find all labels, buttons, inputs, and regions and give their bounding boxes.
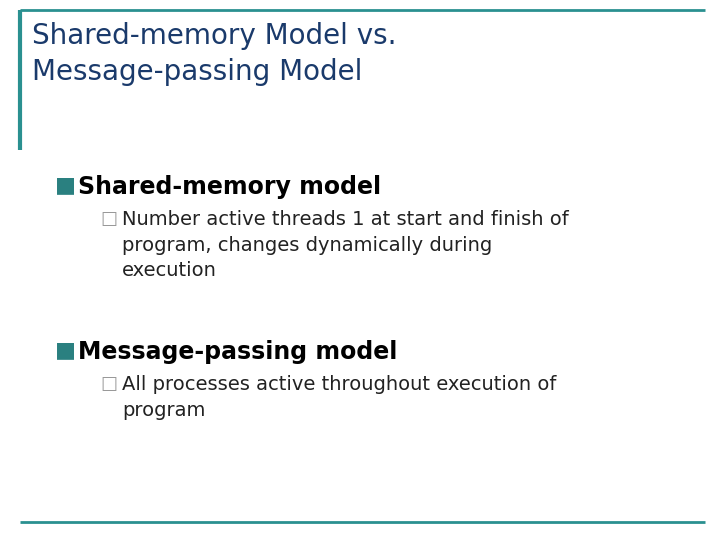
Text: Shared-memory Model vs.
Message-passing Model: Shared-memory Model vs. Message-passing … <box>32 22 397 86</box>
Text: Number active threads 1 at start and finish of
program, changes dynamically duri: Number active threads 1 at start and fin… <box>122 210 569 280</box>
Text: □: □ <box>100 210 117 228</box>
Text: □: □ <box>100 375 117 393</box>
Text: Message-passing model: Message-passing model <box>78 340 397 364</box>
Text: ■: ■ <box>55 175 76 195</box>
Text: ■: ■ <box>55 340 76 360</box>
Text: All processes active throughout execution of
program: All processes active throughout executio… <box>122 375 557 420</box>
Text: Shared-memory model: Shared-memory model <box>78 175 381 199</box>
